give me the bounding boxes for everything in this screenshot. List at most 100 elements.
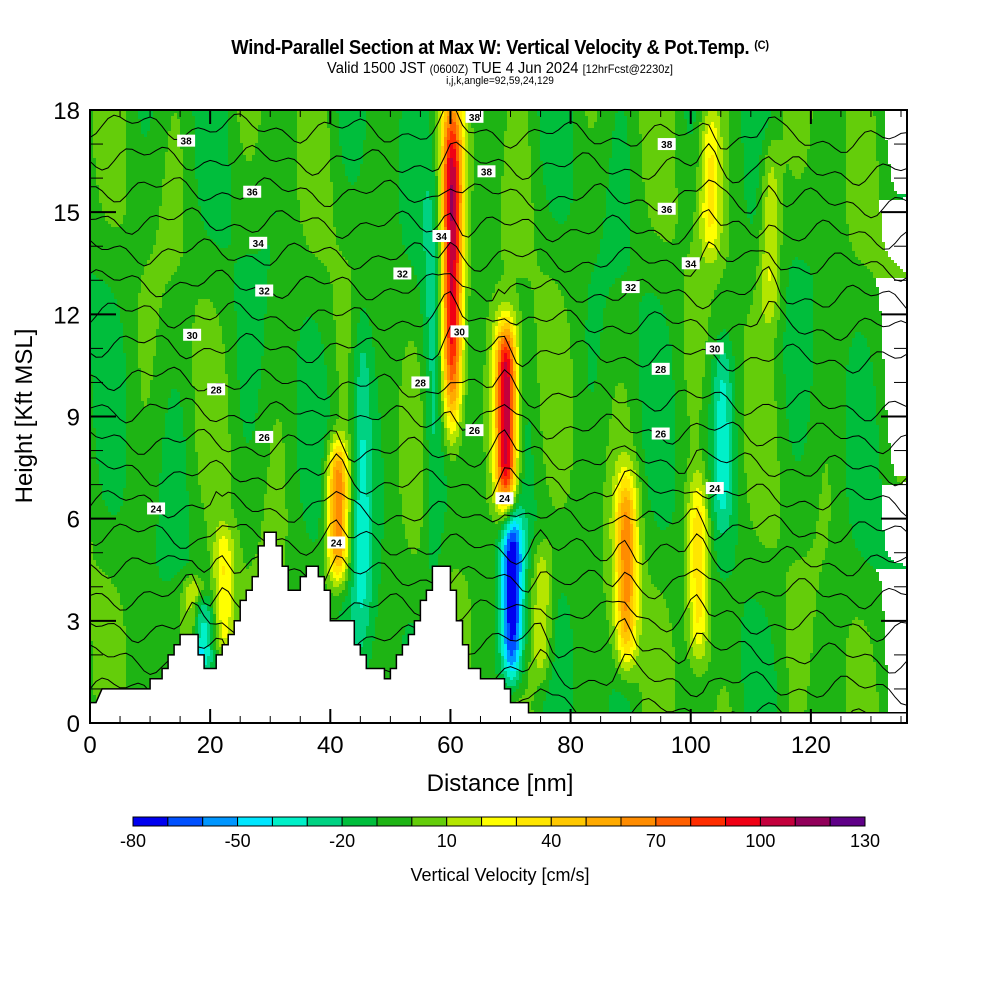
field-cell xyxy=(729,368,735,371)
field-cell xyxy=(714,167,717,170)
field-cell xyxy=(723,227,729,230)
field-cell xyxy=(501,233,534,236)
field-cell xyxy=(420,293,426,296)
field-cell xyxy=(528,131,540,134)
field-cell xyxy=(603,323,639,326)
field-cell xyxy=(744,158,759,161)
field-cell xyxy=(774,350,783,353)
field-cell xyxy=(789,164,807,167)
field-cell xyxy=(717,404,726,407)
field-cell xyxy=(879,173,891,176)
field-cell xyxy=(708,191,714,194)
field-cell xyxy=(588,119,597,122)
field-cell xyxy=(399,404,423,407)
field-cell xyxy=(876,116,885,119)
field-cell xyxy=(465,230,468,233)
field-cell xyxy=(717,338,729,341)
field-cell xyxy=(252,158,297,161)
field-cell xyxy=(516,278,528,281)
field-cell xyxy=(504,380,510,383)
field-cell xyxy=(141,383,150,386)
field-cell xyxy=(444,116,447,119)
field-cell xyxy=(363,155,399,158)
field-cell xyxy=(453,143,456,146)
field-cell xyxy=(759,233,765,236)
field-cell xyxy=(183,233,207,236)
field-cell xyxy=(468,164,474,167)
field-cell xyxy=(528,143,540,146)
field-cell xyxy=(141,287,165,290)
field-cell xyxy=(126,149,168,152)
field-cell xyxy=(654,230,675,233)
field-cell xyxy=(474,146,504,149)
field-cell xyxy=(462,398,465,401)
field-cell xyxy=(441,194,444,197)
field-cell xyxy=(513,407,516,410)
field-cell xyxy=(873,362,885,365)
field-cell xyxy=(90,326,123,329)
field-cell xyxy=(474,179,501,182)
field-cell xyxy=(468,263,471,266)
field-cell xyxy=(510,386,513,389)
field-cell xyxy=(438,155,441,158)
field-cell xyxy=(141,380,150,383)
field-cell xyxy=(435,257,438,260)
field-cell xyxy=(90,380,93,383)
field-cell xyxy=(540,152,573,155)
field-cell xyxy=(450,185,453,188)
field-cell xyxy=(771,167,774,170)
field-cell xyxy=(540,134,573,137)
field-cell xyxy=(780,272,789,275)
field-cell xyxy=(447,215,450,218)
field-cell xyxy=(456,176,459,179)
field-cell xyxy=(432,158,435,161)
field-cell xyxy=(537,362,573,365)
field-cell xyxy=(504,386,510,389)
field-cell xyxy=(435,401,438,404)
field-cell xyxy=(468,365,483,368)
field-cell xyxy=(705,128,708,131)
field-cell xyxy=(522,410,540,413)
field-cell xyxy=(90,344,123,347)
field-cell xyxy=(762,254,777,257)
field-cell xyxy=(459,341,462,344)
field-cell xyxy=(567,308,588,311)
field-cell xyxy=(462,152,465,155)
field-cell xyxy=(258,392,297,395)
field-cell xyxy=(447,299,450,302)
field-cell xyxy=(456,128,459,131)
field-cell xyxy=(510,320,513,323)
field-cell xyxy=(438,110,441,113)
field-cell xyxy=(441,140,444,143)
field-cell xyxy=(405,347,417,350)
field-cell xyxy=(663,311,684,314)
field-cell xyxy=(516,401,519,404)
field-cell xyxy=(600,341,639,344)
field-cell xyxy=(588,386,594,389)
field-cell xyxy=(666,317,684,320)
field-cell xyxy=(606,302,639,305)
field-cell xyxy=(399,209,423,212)
field-cell xyxy=(402,236,423,239)
field-cell xyxy=(675,380,687,383)
field-cell xyxy=(405,248,423,251)
field-cell xyxy=(330,134,339,137)
field-cell xyxy=(450,137,456,140)
field-cell xyxy=(456,158,459,161)
field-cell xyxy=(765,134,783,137)
field-cell xyxy=(120,308,138,311)
field-cell xyxy=(450,389,453,392)
field-cell xyxy=(714,185,717,188)
field-cell xyxy=(462,350,465,353)
field-cell xyxy=(498,350,501,353)
field-cell xyxy=(711,368,717,371)
field-cell xyxy=(450,383,456,386)
field-cell xyxy=(471,278,501,281)
field-cell xyxy=(429,329,435,332)
field-cell xyxy=(639,380,675,383)
field-cell xyxy=(240,134,258,137)
field-cell xyxy=(432,149,435,152)
field-cell xyxy=(699,224,705,227)
field-cell xyxy=(573,365,588,368)
field-cell xyxy=(762,299,777,302)
